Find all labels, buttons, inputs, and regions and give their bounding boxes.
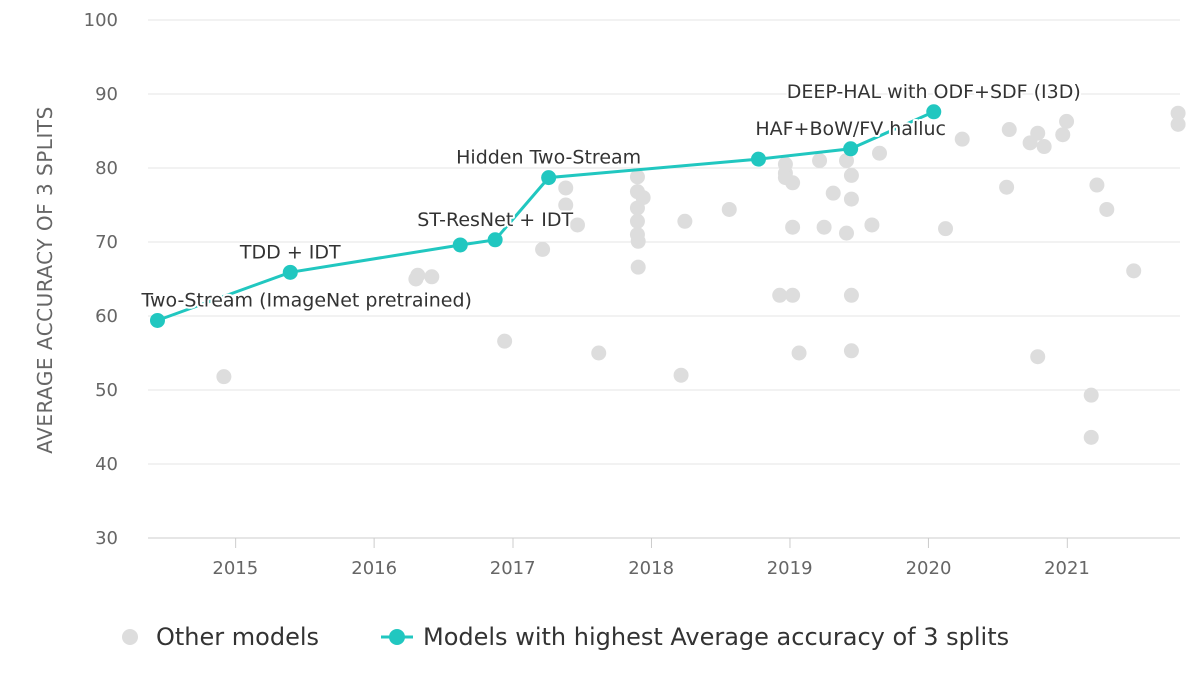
annotation-label-3: Hidden Two-Stream (456, 147, 641, 169)
other-model-point-19[interactable] (677, 213, 693, 229)
x-tick-label-2019: 2019 (767, 558, 813, 579)
other-model-point-4[interactable] (497, 333, 513, 349)
annotation-label-2: ST-ResNet + IDT (417, 209, 573, 231)
other-model-point-25[interactable] (785, 175, 801, 191)
frontier-point-7[interactable] (926, 104, 942, 120)
frontier-point-6[interactable] (843, 141, 859, 157)
other-model-point-20[interactable] (721, 201, 737, 217)
annotation-label-0: Two-Stream (ImageNet pretrained) (140, 289, 471, 311)
other-model-point-47[interactable] (1036, 139, 1052, 155)
other-model-point-37[interactable] (843, 343, 859, 359)
other-model-point-45[interactable] (1030, 125, 1046, 141)
other-model-point-42[interactable] (999, 179, 1015, 195)
other-model-point-26[interactable] (785, 219, 801, 235)
other-model-point-2[interactable] (410, 267, 426, 283)
x-tick-labels: 2015 2016 2017 2018 2019 2020 2021 (212, 538, 1090, 579)
other-model-point-29[interactable] (812, 153, 828, 169)
other-model-point-17[interactable] (635, 190, 651, 206)
other-model-point-8[interactable] (569, 217, 585, 233)
other-model-point-13[interactable] (629, 213, 645, 229)
other-model-point-27[interactable] (785, 287, 801, 303)
frontier-point-1[interactable] (282, 264, 298, 280)
y-tick-label-100: 100 (84, 10, 118, 31)
other-model-point-36[interactable] (843, 287, 859, 303)
other-model-point-3[interactable] (424, 269, 440, 285)
frontier-point-3[interactable] (487, 232, 503, 248)
x-tick-label-2018: 2018 (628, 558, 674, 579)
annotation-label-4: HAF+BoW/FV halluc (755, 118, 946, 140)
other-model-point-55[interactable] (1170, 105, 1186, 121)
legend-label-other-models: Other models (156, 623, 319, 651)
y-tick-label-90: 90 (95, 84, 118, 105)
y-axis-title: AVERAGE ACCURACY OF 3 SPLITS (33, 106, 57, 454)
x-tick-label-2021: 2021 (1044, 558, 1090, 579)
frontier-point-2[interactable] (452, 237, 468, 253)
y-tick-label-70: 70 (95, 232, 118, 253)
annotation-label-1: TDD + IDT (239, 241, 341, 263)
other-model-point-52[interactable] (1089, 177, 1105, 193)
y-tick-label-40: 40 (95, 454, 118, 475)
annotations: Two-Stream (ImageNet pretrained) TDD + ID… (138, 79, 1082, 314)
other-model-point-54[interactable] (1126, 263, 1142, 279)
other-model-point-51[interactable] (1083, 429, 1099, 445)
y-tick-label-80: 80 (95, 158, 118, 179)
y-tick-label-30: 30 (95, 528, 118, 549)
other-model-point-34[interactable] (843, 167, 859, 183)
other-model-point-33[interactable] (838, 153, 854, 169)
frontier-point-5[interactable] (750, 151, 766, 167)
y-tick-label-60: 60 (95, 306, 118, 327)
other-model-point-31[interactable] (825, 185, 841, 201)
other-model-point-18[interactable] (673, 367, 689, 383)
other-model-point-32[interactable] (838, 225, 854, 241)
y-tick-label-50: 50 (95, 380, 118, 401)
annotation-label-5: DEEP-HAL with ODF+SDF (I3D) (787, 81, 1081, 103)
legend-item-highest-models[interactable]: Models with highest Average accuracy of … (381, 623, 1009, 651)
other-model-point-35[interactable] (843, 191, 859, 207)
legend-item-other-models[interactable]: Other models (122, 623, 319, 651)
other-model-point-49[interactable] (1059, 113, 1075, 129)
x-tick-label-2015: 2015 (212, 558, 258, 579)
legend[interactable]: Other models Models with highest Average… (122, 623, 1009, 651)
other-model-point-53[interactable] (1099, 201, 1115, 217)
legend-label-highest-models: Models with highest Average accuracy of … (423, 623, 1009, 651)
other-model-point-28[interactable] (791, 345, 807, 361)
other-model-point-39[interactable] (872, 145, 888, 161)
legend-marker-other-models (122, 629, 138, 645)
other-model-point-10[interactable] (629, 169, 645, 185)
legend-marker-frontier (389, 629, 405, 645)
frontier-series (149, 104, 942, 328)
other-model-point-56[interactable] (1170, 116, 1186, 132)
y-tick-labels: 30 40 50 60 70 80 90 100 (84, 10, 118, 549)
other-model-point-0[interactable] (216, 369, 232, 385)
other-model-point-48[interactable] (1055, 127, 1071, 143)
frontier-line (156, 110, 935, 322)
other-model-point-9[interactable] (591, 345, 607, 361)
x-tick-label-2016: 2016 (351, 558, 397, 579)
other-model-point-15[interactable] (630, 233, 646, 249)
other-models-series (216, 105, 1186, 445)
other-model-point-16[interactable] (630, 259, 646, 275)
other-model-point-38[interactable] (864, 217, 880, 233)
other-model-point-50[interactable] (1083, 387, 1099, 403)
other-model-point-5[interactable] (535, 241, 551, 257)
frontier-point-4[interactable] (541, 170, 557, 186)
other-model-point-21[interactable] (772, 287, 788, 303)
other-model-point-46[interactable] (1030, 349, 1046, 365)
other-model-point-40[interactable] (938, 221, 954, 237)
other-model-point-6[interactable] (558, 180, 574, 196)
x-tick-label-2020: 2020 (906, 558, 952, 579)
frontier-point-0[interactable] (149, 312, 165, 328)
other-model-point-7[interactable] (558, 197, 574, 213)
other-model-point-30[interactable] (816, 219, 832, 235)
x-tick-label-2017: 2017 (490, 558, 536, 579)
other-model-point-43[interactable] (1001, 122, 1017, 138)
other-model-point-41[interactable] (954, 131, 970, 147)
